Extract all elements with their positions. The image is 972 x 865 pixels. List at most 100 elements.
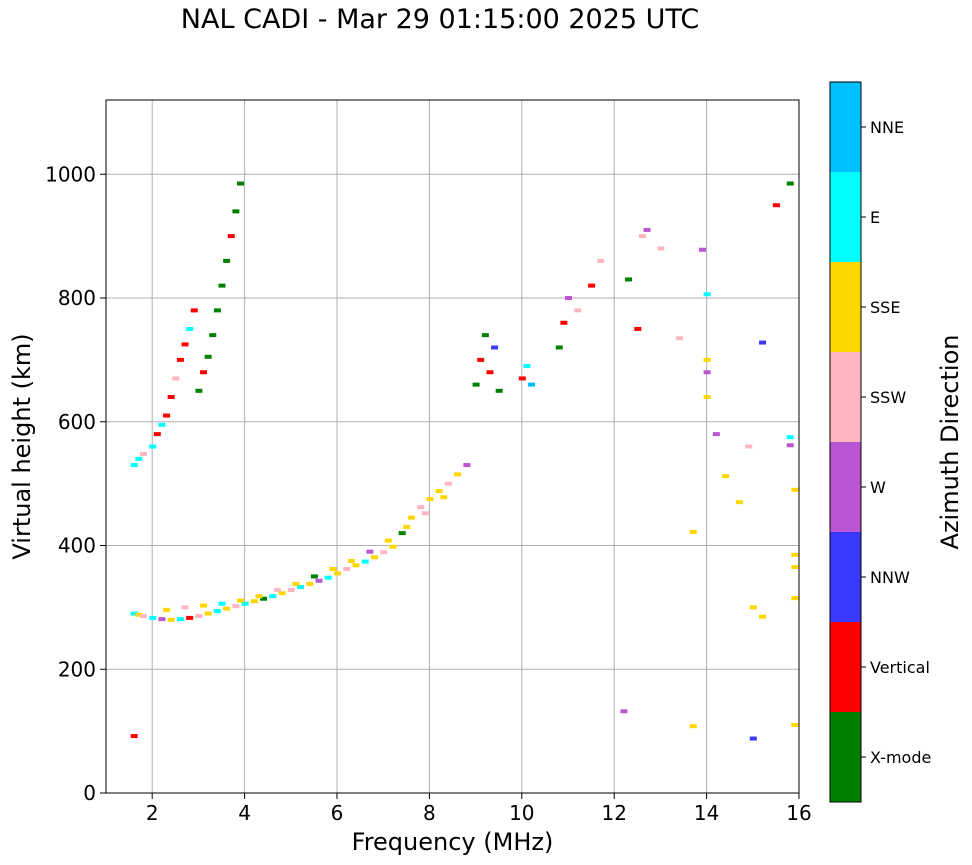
x-tick-label: 2 — [146, 801, 159, 825]
echo-point — [223, 606, 231, 611]
echo-point — [195, 614, 203, 619]
echo-point — [209, 333, 217, 338]
echo-point — [158, 617, 166, 622]
echo-point — [167, 395, 175, 399]
echo-point — [195, 388, 203, 393]
echo-point — [361, 559, 369, 564]
echo-point — [643, 227, 651, 232]
echo-point — [477, 357, 485, 362]
echo-point — [232, 209, 240, 214]
echo-point — [213, 609, 221, 614]
colorbar-tick-label: NNE — [870, 118, 904, 137]
echo-point — [403, 524, 411, 529]
echo-point — [181, 342, 189, 347]
echo-point — [791, 596, 799, 601]
echo-point — [384, 538, 392, 543]
echo-point — [574, 308, 582, 313]
echo-point — [130, 734, 138, 739]
echo-point — [218, 601, 226, 606]
echo-point — [380, 550, 388, 555]
echo-point — [749, 605, 757, 610]
echo-point — [343, 567, 351, 572]
echo-point — [518, 376, 526, 381]
echo-point — [158, 422, 166, 427]
echo-point — [389, 544, 397, 549]
echo-point — [421, 511, 429, 516]
echo-point — [675, 336, 683, 341]
echo-point — [735, 500, 743, 505]
echo-point — [417, 505, 425, 510]
echo-point — [703, 370, 711, 375]
echo-point — [236, 598, 244, 603]
echo-point — [366, 549, 374, 554]
echo-point — [486, 370, 494, 375]
echo-point — [703, 357, 711, 362]
echo-point — [472, 382, 480, 387]
colorbar-segment — [830, 352, 861, 442]
echo-point — [135, 456, 143, 461]
echo-point — [130, 463, 138, 468]
echo-point — [703, 395, 711, 399]
echo-point — [176, 357, 184, 362]
colorbar-segment — [830, 532, 861, 622]
echo-point — [791, 487, 799, 492]
echo-point — [560, 320, 568, 325]
echo-point — [181, 605, 189, 610]
x-tick-label: 12 — [601, 801, 626, 825]
echo-point — [186, 326, 194, 331]
colorbar-segment — [830, 442, 861, 532]
echo-point — [250, 599, 258, 604]
echo-point — [657, 246, 665, 251]
echo-point — [232, 604, 240, 609]
echo-point — [227, 234, 235, 239]
echo-point — [297, 584, 305, 589]
echo-point — [638, 234, 646, 239]
echo-point — [791, 552, 799, 557]
colorbar-tick-label: Vertical — [870, 658, 930, 677]
echo-point — [454, 472, 462, 477]
echo-point — [218, 283, 226, 288]
echo-point — [287, 588, 295, 593]
echo-point — [149, 444, 157, 449]
colorbar-segment — [830, 622, 861, 712]
echo-point — [200, 370, 208, 375]
x-tick-label: 16 — [786, 801, 811, 825]
echo-point — [745, 444, 753, 449]
echo-point — [440, 495, 448, 500]
grid-lines — [106, 100, 800, 794]
echo-point — [223, 258, 231, 263]
echo-point — [555, 345, 563, 350]
colorbar: X-mode Vertical NNW W SSW SSE E NNE — [829, 81, 931, 803]
echo-point — [163, 413, 171, 418]
echo-point — [176, 617, 184, 622]
echo-point — [698, 247, 706, 252]
echo-point — [163, 607, 171, 612]
echo-point — [463, 463, 471, 468]
colorbar-segment — [830, 712, 861, 802]
echo-point — [130, 611, 138, 616]
echo-point — [347, 558, 355, 563]
echo-point — [565, 296, 572, 300]
colorbar-tick-label: SSE — [870, 298, 900, 317]
colorbar-segment — [830, 172, 861, 262]
echo-point — [407, 515, 415, 520]
y-axis-label: Virtual height (km) — [8, 333, 36, 559]
echo-point — [786, 435, 794, 440]
x-tick-label: 14 — [694, 801, 719, 825]
echo-point — [749, 736, 757, 741]
y-tick-label: 200 — [58, 657, 96, 681]
echo-point — [772, 203, 780, 208]
echo-point — [204, 354, 212, 359]
y-tick-label: 0 — [83, 781, 96, 805]
echo-point — [310, 574, 318, 579]
echo-point — [786, 181, 794, 186]
echo-point — [135, 612, 143, 617]
colorbar-tick-label: X-mode — [870, 748, 931, 767]
colorbar-frame — [829, 81, 862, 803]
echo-point — [167, 617, 175, 622]
plot-frame — [105, 99, 800, 794]
echo-point — [426, 497, 434, 502]
echo-point — [200, 603, 208, 608]
colorbar-tick-label: W — [870, 478, 886, 497]
echo-point — [588, 283, 596, 288]
